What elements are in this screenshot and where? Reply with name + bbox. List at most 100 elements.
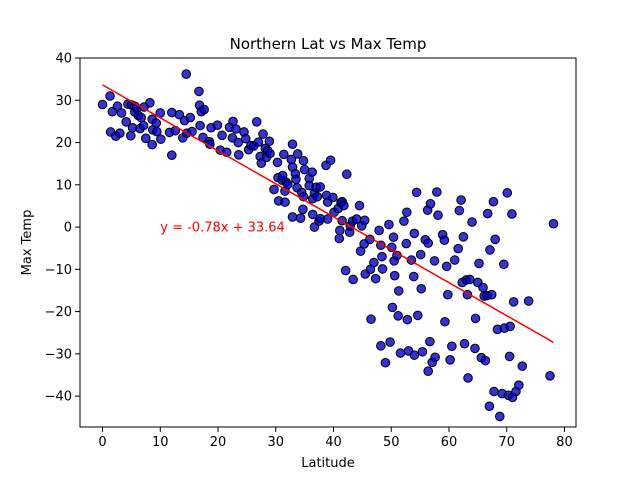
data-point xyxy=(280,197,290,207)
data-point xyxy=(264,136,275,147)
data-point xyxy=(121,117,131,127)
data-point xyxy=(233,149,244,160)
x-tick-label: 20 xyxy=(210,435,227,450)
data-point xyxy=(339,200,349,211)
data-point xyxy=(335,225,345,236)
data-point xyxy=(298,204,308,215)
y-tick-label: 40 xyxy=(55,52,72,67)
data-point xyxy=(315,182,326,192)
data-point xyxy=(366,314,376,325)
data-point xyxy=(447,341,457,352)
x-tick-label: 60 xyxy=(441,435,458,450)
data-point xyxy=(416,283,427,294)
data-point xyxy=(412,310,423,321)
data-point xyxy=(145,98,155,108)
data-point xyxy=(408,271,419,282)
data-point xyxy=(445,354,455,365)
regression-line xyxy=(102,84,554,344)
data-point xyxy=(195,120,205,131)
data-point xyxy=(269,184,279,195)
data-point xyxy=(126,130,136,141)
x-tick-label: 80 xyxy=(556,435,573,450)
data-point xyxy=(474,258,484,269)
data-point xyxy=(514,380,524,390)
data-point xyxy=(253,137,264,147)
data-point xyxy=(425,336,435,347)
data-point xyxy=(377,251,387,262)
data-point xyxy=(325,155,336,166)
data-point xyxy=(292,149,303,159)
data-point xyxy=(470,343,480,354)
data-point xyxy=(430,352,440,363)
data-point xyxy=(463,373,473,383)
data-point xyxy=(440,316,450,327)
data-point xyxy=(502,188,513,198)
x-tick-label: 10 xyxy=(152,435,169,450)
data-point xyxy=(322,214,333,224)
x-tick-label: 0 xyxy=(98,435,106,450)
data-point xyxy=(505,321,515,332)
data-point xyxy=(348,274,358,285)
data-point xyxy=(393,311,403,321)
data-point xyxy=(517,361,528,371)
data-point xyxy=(409,228,420,239)
data-point xyxy=(458,231,469,242)
data-point xyxy=(441,261,452,272)
data-point xyxy=(307,209,318,220)
data-point xyxy=(283,179,293,190)
data-point xyxy=(478,282,488,293)
y-tick-label: −40 xyxy=(45,390,72,405)
data-point xyxy=(395,348,406,358)
data-point xyxy=(251,117,262,127)
data-point xyxy=(454,205,465,216)
data-point xyxy=(425,199,436,209)
y-tick-label: −20 xyxy=(45,305,72,320)
data-point xyxy=(453,243,464,254)
data-point xyxy=(370,273,381,284)
data-point xyxy=(116,108,127,118)
data-point xyxy=(429,256,440,266)
data-point xyxy=(411,187,422,198)
data-point xyxy=(507,209,517,219)
data-point xyxy=(388,232,399,243)
x-tick-label: 30 xyxy=(267,435,284,450)
regression-layer: y = -0.78x + 33.64 xyxy=(102,84,554,344)
x-tick-label: 50 xyxy=(383,435,400,450)
data-point xyxy=(480,355,491,366)
data-point xyxy=(256,158,267,169)
y-tick-label: 0 xyxy=(64,221,72,236)
data-point xyxy=(298,155,309,166)
data-point xyxy=(279,149,289,160)
data-point xyxy=(484,401,495,412)
x-axis-ticks: 0 10 20 30 40 50 60 70 80 xyxy=(98,427,573,450)
data-point xyxy=(295,213,306,223)
data-point xyxy=(423,366,433,377)
data-point xyxy=(489,386,499,397)
data-point xyxy=(417,346,428,357)
regression-equation: y = -0.78x + 33.64 xyxy=(160,221,285,236)
data-point xyxy=(399,216,409,226)
data-point xyxy=(439,235,450,245)
data-point xyxy=(307,167,317,177)
data-point xyxy=(174,109,185,120)
y-tick-label: −10 xyxy=(45,263,72,278)
data-point xyxy=(467,217,477,227)
data-point xyxy=(97,99,108,110)
data-point xyxy=(384,219,394,230)
data-point xyxy=(136,112,147,123)
data-point xyxy=(233,137,244,148)
data-point xyxy=(508,297,519,307)
data-point xyxy=(328,192,338,203)
data-point xyxy=(312,191,323,202)
data-point xyxy=(374,225,384,236)
data-point xyxy=(402,207,412,218)
data-point xyxy=(490,234,500,245)
data-point xyxy=(402,314,413,325)
data-point xyxy=(482,208,493,219)
data-point xyxy=(545,371,555,381)
y-tick-label: 10 xyxy=(55,178,72,193)
data-point xyxy=(389,270,400,281)
data-point xyxy=(181,69,192,79)
data-point xyxy=(486,289,497,300)
